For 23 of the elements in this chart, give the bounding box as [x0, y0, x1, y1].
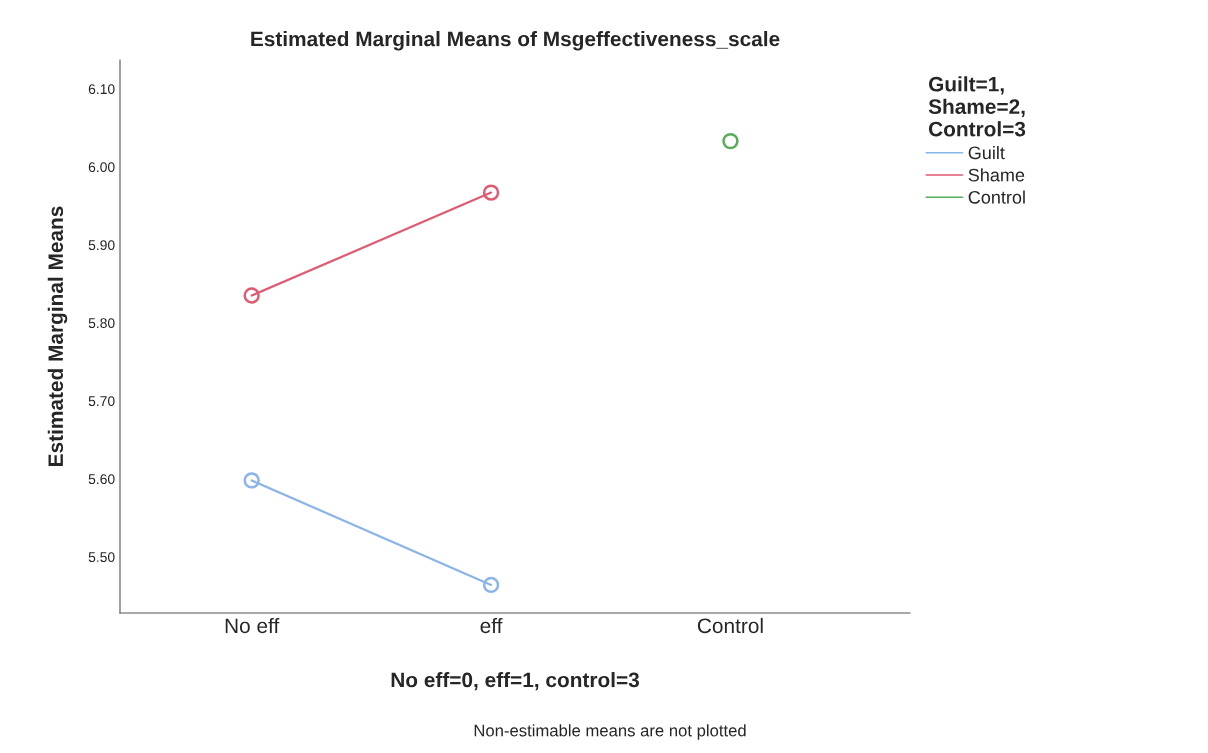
point: [482, 576, 500, 594]
legend-label: Guilt: [968, 145, 1005, 160]
point: [243, 472, 260, 489]
legend-label: Shame: [968, 168, 1025, 182]
x-tick-label: eff: [480, 617, 503, 634]
y-tick-label: 5.90: [88, 240, 115, 251]
y-tick-label: 5.70: [88, 396, 115, 407]
legend-label: Control: [968, 190, 1025, 204]
x-axis-title: No eff=0, eff=1, control=3: [391, 672, 639, 691]
point: [722, 132, 739, 150]
y-tick-label: 5.50: [88, 552, 115, 563]
x-tick-label: No eff: [225, 617, 280, 634]
point: [243, 287, 260, 304]
y-axis-title: Estimated Marginal Means: [47, 206, 68, 466]
y-tick-label: 5.60: [88, 474, 115, 485]
y-tick-label: 5.80: [88, 318, 115, 329]
chart-title: Estimated Marginal Means of Msgeffectiveness_scale: [251, 31, 780, 51]
y-tick-label: 6.10: [88, 84, 115, 95]
x-tick-label: Control: [697, 617, 763, 634]
text: Non-estimable means are not plotted: [474, 724, 746, 740]
point: [482, 184, 500, 201]
legend-title: Guilt=1, Shame=2, Control=3: [928, 76, 1026, 137]
y-tick-label: 6.00: [88, 162, 115, 173]
